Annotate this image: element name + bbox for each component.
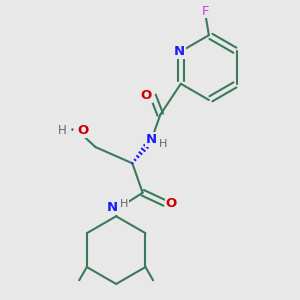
Text: N: N [174, 45, 185, 58]
Text: F: F [202, 4, 210, 18]
Text: N: N [107, 201, 118, 214]
Text: O: O [77, 124, 89, 137]
Text: •: • [70, 126, 75, 135]
Text: O: O [166, 196, 177, 209]
Text: H: H [120, 199, 128, 208]
Text: O: O [141, 89, 152, 102]
Text: N: N [145, 133, 156, 146]
Text: H: H [158, 139, 167, 149]
Text: H: H [58, 124, 67, 137]
